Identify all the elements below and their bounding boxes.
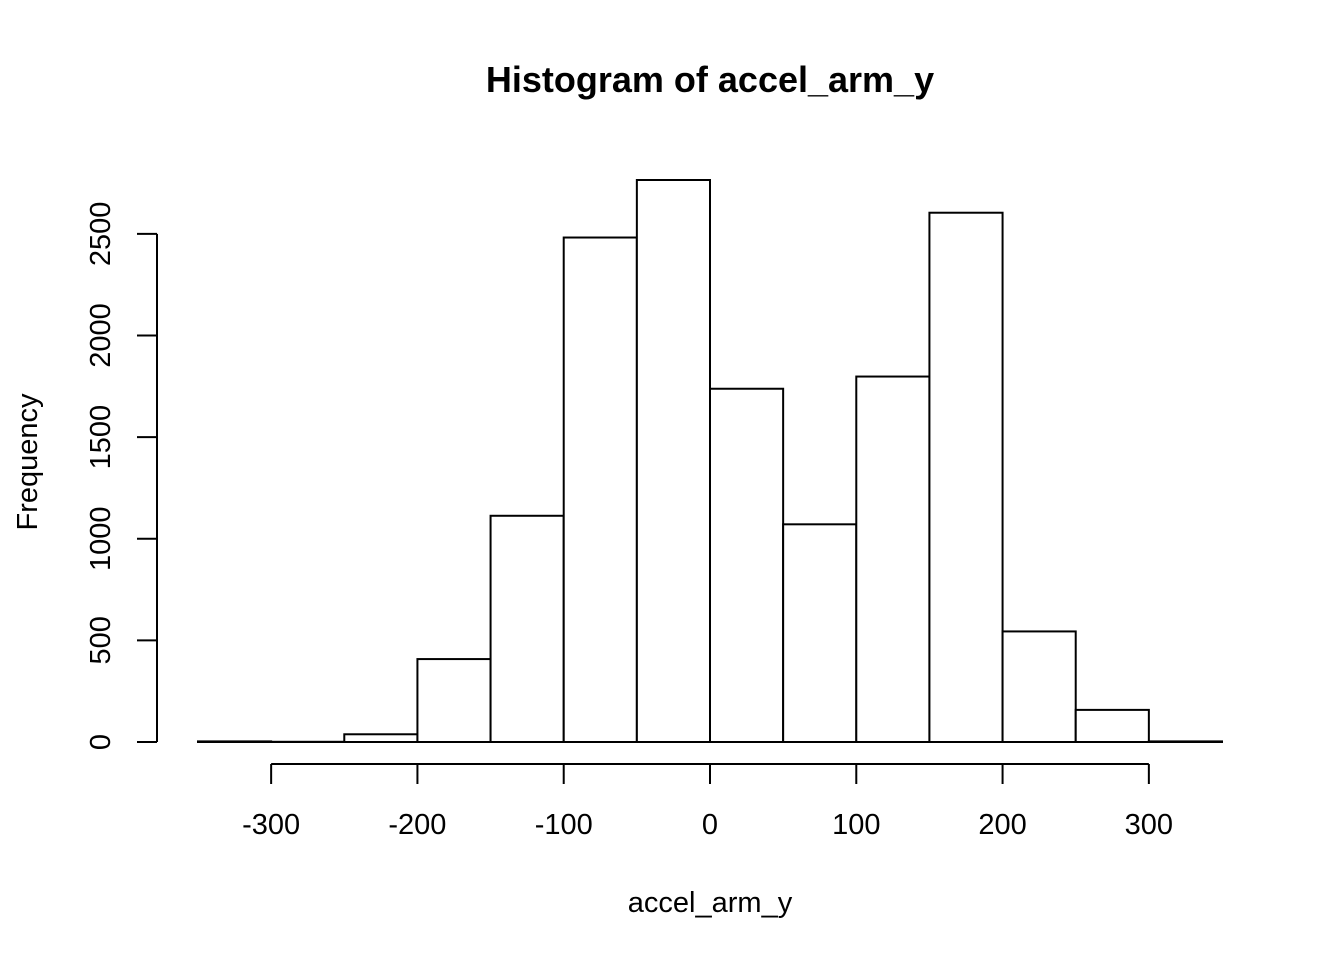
histogram-bar — [782, 523, 858, 743]
y-tick-label: 1000 — [85, 506, 117, 571]
x-tick-label: 0 — [702, 809, 718, 841]
histogram-bar — [1001, 630, 1077, 744]
y-tick-label: 2500 — [85, 202, 117, 267]
histogram-bar — [855, 375, 931, 743]
x-tick-label: -200 — [388, 809, 446, 841]
histogram-bar — [1074, 708, 1150, 744]
histogram-bar — [1147, 740, 1224, 744]
histogram-bar — [635, 179, 711, 743]
x-tick-label: 100 — [832, 809, 880, 841]
histogram-bar — [197, 740, 273, 744]
histogram-bar — [416, 658, 492, 743]
x-axis-label: accel_arm_y — [628, 887, 793, 919]
chart-title: Histogram of accel_arm_y — [486, 59, 934, 100]
x-tick-label: 200 — [978, 809, 1026, 841]
y-tick-label: 2000 — [85, 303, 117, 368]
bars-group — [197, 179, 1224, 744]
x-tick-label: -100 — [535, 809, 593, 841]
histogram-bar — [928, 211, 1004, 743]
histogram-bar — [709, 387, 785, 743]
x-tick-label: 300 — [1125, 809, 1173, 841]
histogram-bar — [343, 733, 419, 743]
y-tick-label: 1500 — [85, 405, 117, 470]
histogram-bar — [489, 514, 565, 743]
y-axis-label: Frequency — [12, 393, 44, 531]
y-axis: 0 500 1000 1500 2000 2500 — [85, 202, 158, 750]
histogram-bar — [562, 236, 638, 744]
y-tick-label: 500 — [85, 616, 117, 664]
x-axis: -300 -200 -100 0 100 200 300 — [242, 763, 1173, 841]
x-tick-label: -300 — [242, 809, 300, 841]
y-tick-label: 0 — [85, 734, 117, 750]
